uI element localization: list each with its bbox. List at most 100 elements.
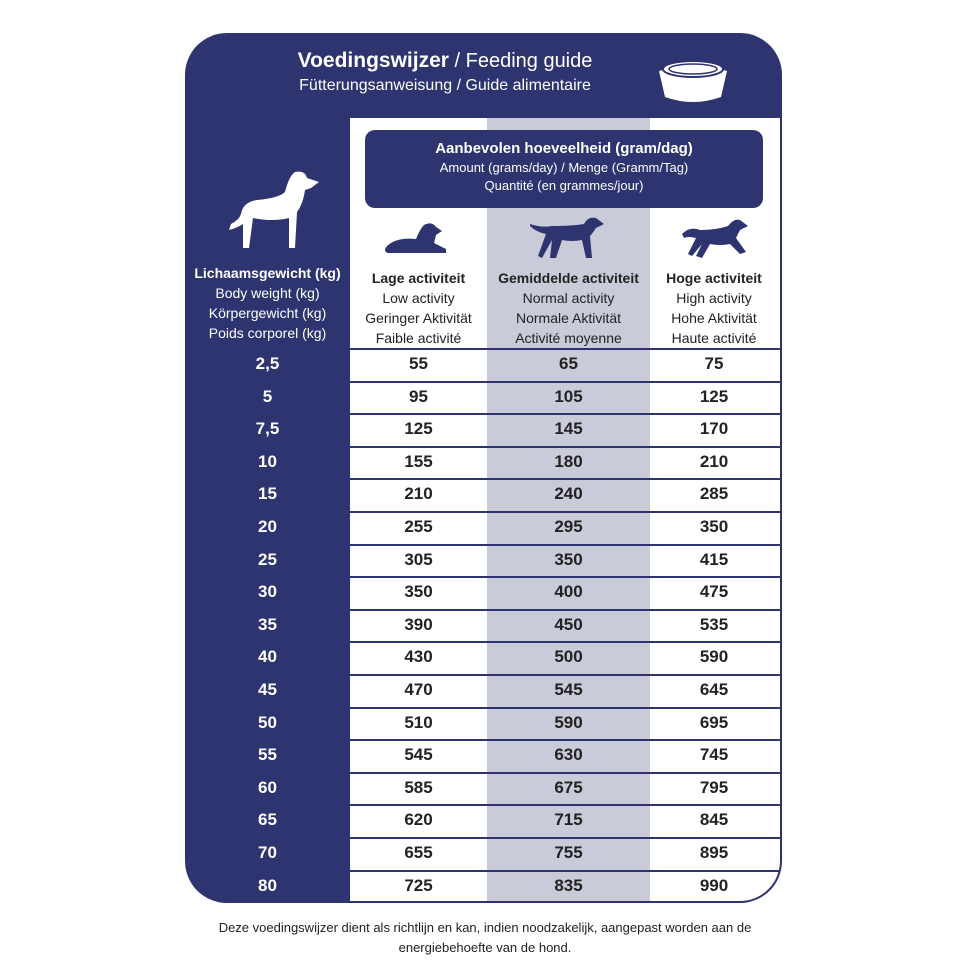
row-divider — [350, 641, 780, 644]
low-activity-cell: 655 — [404, 842, 433, 862]
normal-activity-cell: 835 — [554, 875, 583, 895]
row-divider — [350, 673, 780, 676]
low-activity-cell: 255 — [404, 516, 433, 536]
normal-activity-cell: 715 — [554, 810, 583, 830]
weight-header: Lichaamsgewicht (kg) Body weight (kg) Kö… — [185, 263, 350, 343]
table-row: 70 655 755 895 — [185, 836, 782, 870]
weight-header-fr: Poids corporel (kg) — [208, 325, 327, 341]
row-divider — [350, 608, 780, 611]
weight-header-nl: Lichaamsgewicht (kg) — [194, 265, 341, 281]
body-weight-cell: 30 — [258, 582, 277, 602]
col-high-fr: Haute activité — [671, 330, 757, 346]
normal-activity-cell: 145 — [554, 419, 583, 439]
normal-activity-cell: 500 — [554, 647, 583, 667]
high-activity-cell: 645 — [699, 679, 729, 699]
normal-activity-cell: 545 — [554, 679, 583, 699]
body-weight-cell: 60 — [258, 777, 277, 797]
normal-activity-cell: 350 — [554, 549, 583, 569]
normal-activity-cell: 675 — [554, 777, 583, 797]
table-row: 20 255 295 350 — [185, 510, 782, 544]
standing-dog-icon — [229, 171, 319, 248]
amount-header-fr: Quantité (en grammes/jour) — [484, 178, 644, 193]
table-row: 10 155 180 210 — [185, 445, 782, 479]
normal-activity-cell: 240 — [554, 484, 583, 504]
title-main-en: / Feeding guide — [448, 50, 593, 72]
amount-header-en-de: Amount (grams/day) / Menge (Gramm/Tag) — [439, 160, 689, 175]
table-row: 65 620 715 845 — [185, 804, 782, 837]
low-activity-cell: 155 — [404, 451, 433, 471]
low-activity-cell: 585 — [404, 777, 433, 797]
low-activity-cell: 210 — [404, 484, 433, 504]
title-sub: Fütterungsanweisung / Guide alimentaire — [299, 77, 591, 94]
normal-activity-cell: 65 — [559, 354, 578, 373]
low-activity-cell: 305 — [404, 549, 433, 569]
row-divider — [350, 478, 780, 481]
table-row: 55 545 630 745 — [185, 739, 782, 772]
bowl-icon — [659, 60, 727, 102]
body-weight-cell: 25 — [258, 549, 277, 569]
high-activity-cell: 795 — [699, 777, 729, 797]
table-row: 15 210 240 285 — [185, 478, 782, 511]
column-normal-activity: Gemiddelde activiteit Normal activity No… — [487, 268, 650, 348]
normal-activity-cell: 590 — [554, 712, 583, 732]
walking-dog-icon — [530, 217, 604, 258]
col-low-de: Geringer Aktivität — [365, 310, 472, 326]
high-activity-cell: 285 — [699, 484, 729, 504]
row-divider — [350, 804, 780, 807]
weight-header-en: Body weight (kg) — [215, 285, 320, 301]
table-row: 5 95 105 125 — [185, 380, 782, 414]
normal-activity-cell: 450 — [554, 614, 583, 634]
normal-activity-cell: 400 — [554, 582, 583, 602]
body-weight-cell: 45 — [258, 679, 277, 699]
body-weight-cell: 7,5 — [255, 419, 280, 439]
body-weight-cell: 65 — [258, 810, 277, 830]
table-row: 50 510 590 695 — [185, 706, 782, 740]
normal-activity-cell: 105 — [554, 386, 583, 406]
title-main: Voedingswijzer — [297, 49, 449, 72]
normal-activity-cell: 630 — [554, 745, 583, 765]
column-low-activity: Lage activiteit Low activity Geringer Ak… — [350, 268, 487, 348]
normal-activity-cell: 180 — [554, 451, 583, 471]
footnote: Deze voedingswijzer dient als richtlijn … — [218, 920, 752, 955]
body-weight-cell: 50 — [258, 712, 277, 732]
row-divider — [350, 706, 780, 709]
body-weight-cell: 80 — [258, 875, 277, 895]
low-activity-cell: 545 — [404, 745, 433, 765]
high-activity-cell: 210 — [699, 451, 729, 471]
row-divider — [350, 739, 780, 742]
body-weight-cell: 40 — [258, 647, 277, 667]
high-activity-cell: 475 — [699, 582, 729, 602]
col-normal-de: Normale Aktivität — [515, 310, 622, 326]
table-row: 35 390 450 535 — [185, 608, 782, 642]
row-divider — [350, 869, 780, 872]
normal-activity-cell: 755 — [554, 842, 583, 862]
high-activity-cell: 590 — [699, 647, 729, 667]
lying-dog-icon — [385, 223, 446, 253]
low-activity-cell: 430 — [404, 647, 433, 667]
table-body: 2,5 55 65 75 5 95 105 125 7,5 125 145 170 10 155 180 21… — [185, 348, 782, 902]
row-divider — [350, 510, 780, 513]
table-row: 2,5 55 65 75 — [185, 348, 782, 381]
row-divider — [350, 771, 780, 774]
high-activity-cell: 170 — [699, 419, 729, 439]
high-activity-cell: 415 — [699, 549, 729, 569]
high-activity-cell: 535 — [699, 614, 729, 634]
high-activity-cell: 895 — [699, 842, 729, 862]
amount-table-area: Aanbevolen hoeveelheid (gram/dag) Amount… — [350, 118, 780, 901]
body-weight-cell: 55 — [258, 745, 277, 765]
table-row: 60 585 675 795 — [185, 771, 782, 805]
high-activity-cell: 845 — [699, 810, 729, 830]
row-divider — [350, 413, 780, 416]
body-weight-cell: 10 — [258, 451, 277, 471]
row-divider — [350, 576, 780, 579]
col-low-fr: Faible activité — [375, 330, 462, 346]
low-activity-cell: 390 — [404, 614, 433, 634]
col-normal-fr: Activité moyenne — [515, 330, 622, 346]
running-dog-icon — [682, 219, 748, 258]
table-row: 7,5 125 145 170 — [185, 413, 782, 446]
body-weight-cell: 5 — [262, 386, 273, 406]
table-row: 40 430 500 590 — [185, 641, 782, 674]
table-row: 80 725 835 990 — [185, 869, 782, 903]
high-activity-cell: 990 — [699, 875, 729, 895]
high-activity-cell: 350 — [699, 516, 729, 536]
